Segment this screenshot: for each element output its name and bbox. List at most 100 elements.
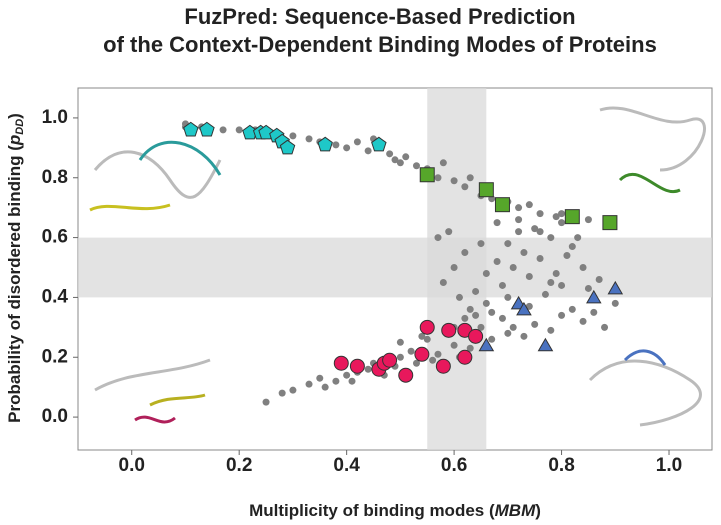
point <box>199 121 215 137</box>
point <box>412 359 420 367</box>
point <box>407 347 415 355</box>
point <box>472 287 480 295</box>
point <box>219 126 227 134</box>
point <box>601 323 609 331</box>
point <box>558 219 566 227</box>
point <box>278 389 286 397</box>
point <box>332 377 340 385</box>
x-axis-label-end: ) <box>535 501 541 520</box>
point <box>434 234 442 242</box>
point <box>607 280 624 295</box>
point <box>429 356 437 364</box>
point <box>412 162 420 170</box>
x-axis-label-text: Multiplicity of binding modes ( <box>249 501 495 520</box>
point <box>450 341 458 349</box>
point <box>498 314 506 322</box>
point <box>461 183 469 191</box>
point <box>461 314 469 322</box>
decor <box>89 106 706 427</box>
point <box>547 234 555 242</box>
point <box>353 138 361 146</box>
point <box>450 177 458 185</box>
point <box>364 147 372 155</box>
point <box>477 323 485 331</box>
point <box>343 371 351 379</box>
protein-image <box>623 349 667 366</box>
y-tick-label: 0.6 <box>42 227 68 248</box>
point <box>414 346 430 362</box>
point <box>371 136 387 152</box>
point <box>445 228 453 236</box>
point <box>468 328 484 344</box>
point <box>289 132 297 140</box>
point <box>396 353 404 361</box>
x-axis-label: Multiplicity of binding modes (MBM) <box>249 501 541 520</box>
point <box>391 156 399 164</box>
y-axis-label-var: p <box>5 135 24 146</box>
point <box>434 350 442 358</box>
point <box>305 380 313 388</box>
point <box>488 335 496 343</box>
point <box>435 358 451 374</box>
point <box>396 159 404 167</box>
point <box>602 215 618 231</box>
y-axis-label: Probability of disordered binding (pDD) <box>5 113 25 423</box>
point <box>289 386 297 394</box>
y-axis-label-sub: DD <box>14 119 26 135</box>
point <box>466 344 474 352</box>
point <box>343 144 351 152</box>
point <box>439 278 447 286</box>
point <box>564 209 580 225</box>
x-tick-label: 0.6 <box>441 455 467 476</box>
point <box>262 398 270 406</box>
point <box>455 293 463 301</box>
point <box>348 377 356 385</box>
point <box>482 299 490 307</box>
x-tick-label: 0.0 <box>119 455 145 476</box>
point <box>419 167 435 183</box>
point <box>504 240 512 248</box>
point <box>493 258 501 266</box>
x-axis-label-var: MBM <box>495 501 536 520</box>
y-axis-label-end: ) <box>5 113 24 119</box>
point <box>333 355 349 371</box>
point <box>574 234 582 242</box>
point <box>525 272 533 280</box>
point <box>509 323 517 331</box>
point <box>558 210 566 218</box>
point <box>316 374 324 382</box>
point <box>536 228 544 236</box>
point <box>552 213 560 221</box>
point <box>494 197 510 213</box>
point <box>332 141 340 149</box>
protein-image <box>94 358 211 392</box>
point <box>595 275 603 283</box>
protein-image <box>149 393 206 407</box>
protein-image <box>134 415 176 424</box>
point <box>478 182 494 198</box>
protein-image <box>89 203 171 212</box>
point <box>504 293 512 301</box>
point <box>419 319 435 335</box>
point <box>305 135 313 143</box>
point <box>584 284 592 292</box>
chart-title: FuzPred: Sequence-Based Prediction <box>184 4 575 29</box>
point <box>504 329 512 337</box>
point <box>349 358 365 374</box>
point <box>558 311 566 319</box>
protein-image <box>599 106 706 172</box>
point <box>541 290 549 298</box>
point <box>509 264 517 272</box>
point <box>398 367 414 383</box>
point <box>477 240 485 248</box>
point <box>525 302 533 310</box>
x-tick-label: 0.2 <box>226 455 252 476</box>
x-tick-label: 0.8 <box>548 455 574 476</box>
point <box>568 243 576 251</box>
point <box>478 337 495 352</box>
point <box>525 201 533 209</box>
point <box>434 174 442 182</box>
y-axis-label-text: Probability of disordered binding ( <box>5 145 24 423</box>
y-tick-label: 0.8 <box>42 167 68 188</box>
